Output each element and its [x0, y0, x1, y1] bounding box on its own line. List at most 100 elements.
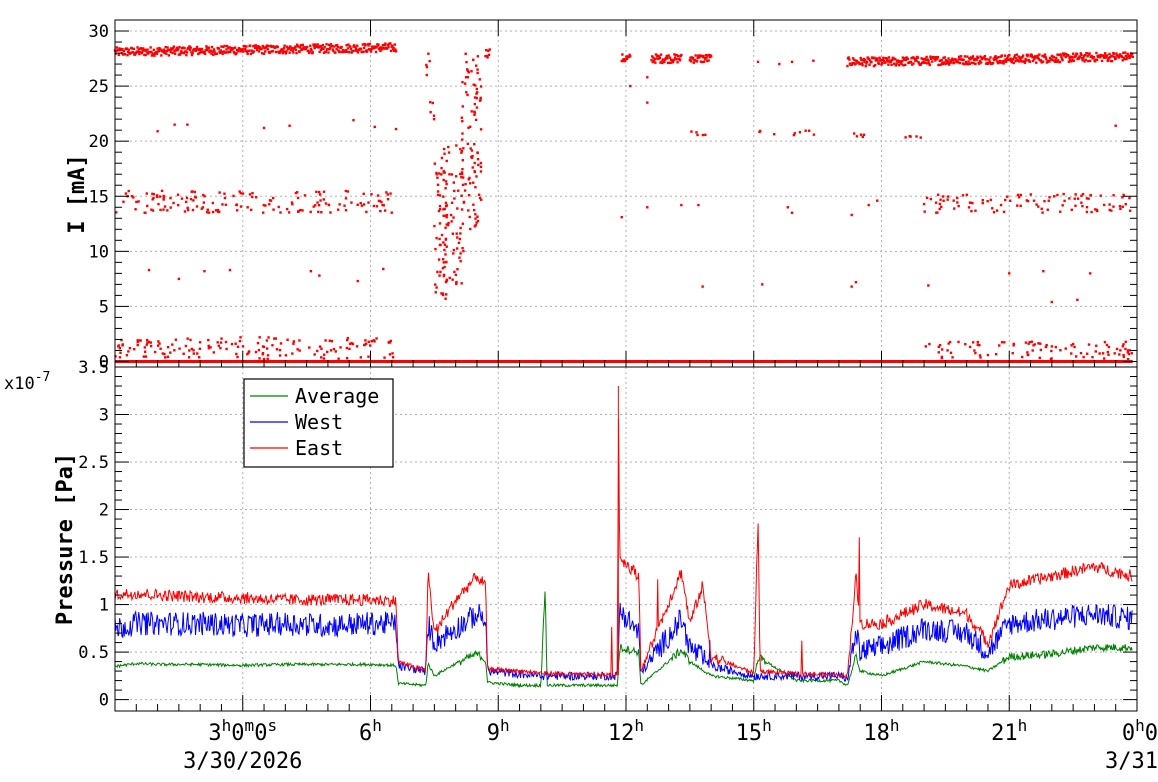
- current-point: [1086, 55, 1089, 58]
- current-point: [916, 56, 920, 59]
- current-point: [192, 352, 195, 355]
- current-point: [261, 44, 264, 48]
- current-point: [956, 196, 959, 200]
- current-point: [449, 213, 453, 217]
- current-point: [479, 96, 482, 100]
- time-tick-label: 0h0: [1122, 716, 1158, 746]
- current-point: [890, 58, 894, 62]
- current-point: [322, 357, 326, 360]
- current-point: [1113, 352, 1116, 355]
- current-point: [158, 46, 161, 50]
- current-point: [1050, 54, 1054, 58]
- current-point: [473, 96, 477, 99]
- current-point: [1098, 352, 1101, 355]
- current-point: [1035, 56, 1039, 59]
- current-point: [971, 201, 974, 205]
- current-point: [461, 222, 465, 225]
- current-point: [1081, 204, 1084, 208]
- current-point: [441, 292, 445, 295]
- current-point: [425, 65, 429, 69]
- current-point: [434, 283, 437, 286]
- current-point: [1042, 269, 1045, 273]
- current-point: [661, 61, 664, 65]
- current-point: [468, 176, 471, 180]
- current-point: [963, 55, 967, 58]
- current-point: [185, 53, 188, 57]
- current-point: [941, 62, 945, 66]
- current-point: [161, 352, 164, 355]
- current-point: [150, 50, 153, 54]
- current-point: [940, 355, 944, 359]
- current-point: [394, 48, 397, 51]
- current-point: [1122, 193, 1125, 197]
- current-point: [942, 56, 945, 60]
- current-point: [265, 44, 269, 47]
- current-point: [971, 341, 975, 344]
- current-point: [184, 50, 187, 53]
- current-point: [460, 208, 464, 211]
- current-point: [237, 49, 240, 53]
- current-point: [224, 340, 228, 344]
- current-point: [166, 346, 170, 349]
- current-point: [302, 47, 306, 51]
- time-tick-label: 21h: [991, 716, 1027, 746]
- current-y-tick-label: 5: [99, 297, 109, 317]
- current-point: [1085, 206, 1089, 209]
- pressure-y-tick-label: 2.5: [78, 453, 109, 473]
- current-point: [1045, 343, 1048, 347]
- current-point: [172, 201, 175, 205]
- current-point: [442, 241, 445, 244]
- current-point: [177, 277, 181, 281]
- current-point: [431, 101, 435, 105]
- current-point: [366, 49, 369, 52]
- current-point: [124, 192, 128, 195]
- current-point: [889, 60, 893, 63]
- current-point: [203, 195, 206, 198]
- current-point: [175, 46, 179, 49]
- current-point: [219, 346, 222, 350]
- current-point: [318, 345, 322, 348]
- current-point: [332, 49, 335, 53]
- current-point: [1020, 56, 1023, 59]
- current-point: [855, 135, 859, 138]
- current-point: [1093, 60, 1097, 63]
- current-point: [225, 44, 229, 48]
- current-point: [959, 58, 962, 61]
- current-point: [282, 49, 285, 53]
- current-point: [307, 49, 310, 53]
- current-point: [164, 356, 167, 359]
- current-point: [160, 189, 164, 193]
- current-point: [924, 57, 927, 61]
- current-point: [366, 43, 370, 46]
- current-point: [213, 50, 216, 53]
- current-point: [435, 173, 438, 176]
- current-point: [1088, 59, 1092, 63]
- current-point: [1112, 194, 1115, 197]
- current-point: [881, 58, 884, 62]
- current-point: [1073, 197, 1076, 200]
- current-point: [118, 347, 122, 350]
- current-point: [476, 91, 479, 94]
- current-point: [374, 50, 378, 54]
- current-point: [1081, 58, 1084, 62]
- current-point: [150, 208, 153, 211]
- current-point: [938, 344, 942, 347]
- current-point: [190, 347, 194, 351]
- current-point: [212, 53, 215, 56]
- time-tick-unit: h: [634, 716, 644, 735]
- current-point: [902, 64, 905, 67]
- current-point: [664, 56, 668, 60]
- current-point: [350, 201, 353, 204]
- current-point: [956, 201, 959, 204]
- current-point: [1015, 53, 1019, 56]
- current-point: [136, 339, 139, 342]
- current-point: [1105, 54, 1109, 57]
- current-point: [143, 350, 147, 353]
- current-point: [202, 201, 206, 204]
- current-point: [1115, 347, 1119, 351]
- current-point: [976, 340, 979, 344]
- current-point: [182, 52, 186, 55]
- current-point: [456, 207, 459, 210]
- current-point: [258, 45, 261, 49]
